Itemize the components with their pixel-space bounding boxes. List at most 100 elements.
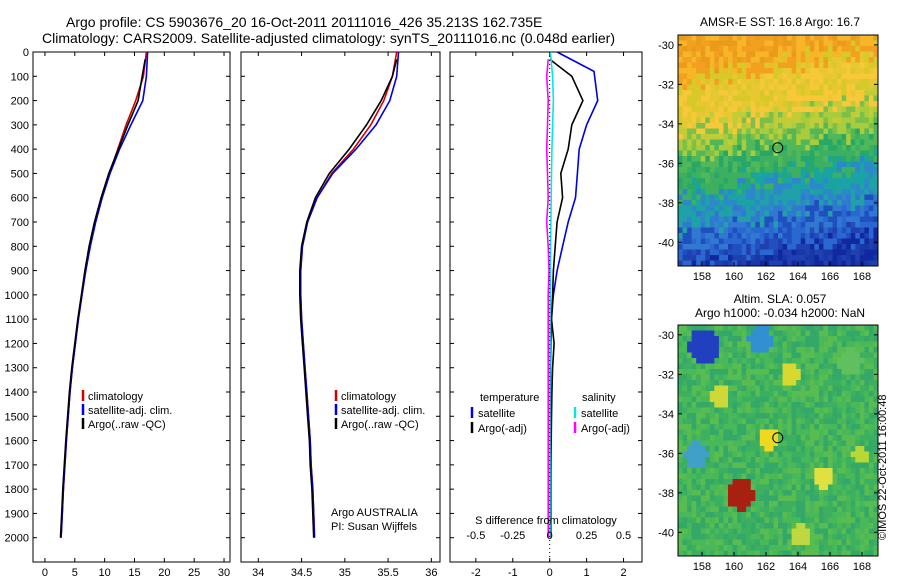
sla-map-cell <box>859 391 865 397</box>
sst-map-cell <box>709 46 715 52</box>
sst-map-cell <box>796 35 802 41</box>
sla-map-cell <box>764 347 770 353</box>
sst-map-cell <box>787 46 793 52</box>
sla-map-cell <box>768 517 774 524</box>
sla-map-cell <box>728 523 733 529</box>
sla-map-cell <box>768 484 774 491</box>
sla-map-cell <box>855 545 861 551</box>
sla-map-cell <box>796 528 802 535</box>
sla-map-cell <box>873 374 879 381</box>
sla-map-cell <box>691 396 697 403</box>
sst-map-cell <box>718 145 724 151</box>
sst-map-cell <box>846 189 852 195</box>
sla-map-cell <box>868 380 874 386</box>
sst-map-cell <box>841 211 847 217</box>
sst-map-cell <box>746 233 752 239</box>
sst-map-cell <box>809 68 815 74</box>
sla-map-cell <box>678 457 683 463</box>
sst-map-cell <box>855 95 861 102</box>
sla-map-cell <box>737 550 743 557</box>
sla-map-cell <box>855 457 861 463</box>
sla-map-cell <box>755 330 761 337</box>
sst-map-cell <box>728 150 733 157</box>
sla-map-cell <box>773 435 779 441</box>
sst-map-cell <box>768 216 774 223</box>
sst-map-cell <box>723 35 729 41</box>
sla-map-cell <box>718 501 724 507</box>
sla-map-cell <box>823 402 829 408</box>
sla-map-cell <box>787 352 793 359</box>
differences-series-line <box>549 51 599 538</box>
sla-map-cell <box>828 440 833 447</box>
sst-map-cell <box>823 57 829 63</box>
sst-map-cell <box>709 150 715 157</box>
sla-map-cell <box>864 363 870 370</box>
sla-map-cell <box>728 468 733 474</box>
sst-map-cell <box>755 134 761 140</box>
sst-map-cell <box>846 238 852 245</box>
sst-map-cell <box>778 73 783 80</box>
sla-map-cell <box>687 473 693 480</box>
sst-map-cell <box>832 189 838 195</box>
sst-map-cell <box>728 178 733 184</box>
sst-map-cell <box>809 167 815 173</box>
sla-map-cell <box>773 462 779 469</box>
sla-map-cell <box>759 413 765 419</box>
sla-map-cell <box>718 424 724 430</box>
sla-map-cell <box>823 369 829 375</box>
sla-map-cell <box>782 374 788 381</box>
sla-map-cell <box>723 468 729 474</box>
sla-map-cell <box>750 490 756 496</box>
sst-map-cell <box>859 139 865 146</box>
sla-map-cell <box>791 506 797 513</box>
sst-map-cell <box>768 106 774 113</box>
sst-map-cell <box>691 40 697 47</box>
sla-map-cell <box>791 341 797 348</box>
sst-map-cell <box>696 249 702 256</box>
sst-map-cell <box>741 145 747 151</box>
sla-map-cell <box>764 528 770 535</box>
sst-map-cell <box>841 167 847 173</box>
sla-map-cell <box>864 451 870 458</box>
sst-map-cell <box>796 68 802 74</box>
sst-map-cell <box>728 112 733 118</box>
sla-map-cell <box>787 407 793 414</box>
sla-map-cell <box>796 462 802 469</box>
sst-map-cell <box>696 167 702 173</box>
sla-map-cell <box>750 534 756 540</box>
sla-map-cell <box>755 325 761 331</box>
sla-map-cell <box>759 358 765 364</box>
sla-map-cell <box>859 325 865 331</box>
sst-map-cell <box>700 106 706 113</box>
sst-map-cell <box>787 183 793 190</box>
sst-map-cell <box>800 211 806 217</box>
sla-map-cell <box>850 495 856 502</box>
sla-map-cell <box>791 473 797 480</box>
sla-map-cell <box>718 429 724 436</box>
sla-map-cell <box>841 462 847 469</box>
sst-map-cell <box>768 145 774 151</box>
sst-map-cell <box>737 112 743 118</box>
sla-map-cell <box>778 336 783 342</box>
sla-map-cell <box>855 429 861 436</box>
sst-map-cell <box>796 255 802 261</box>
sst-map-cell <box>723 260 729 267</box>
sst-map-cell <box>814 84 820 91</box>
sla-map-x-tick-label: 162 <box>757 561 775 573</box>
sst-map-cell <box>750 227 756 234</box>
sst-map-cell <box>791 150 797 157</box>
sst-map-cell <box>696 112 702 118</box>
sst-map-cell <box>678 145 683 151</box>
sst-map-cell <box>728 46 733 52</box>
sst-map-cell <box>700 194 706 201</box>
salinity-series-line <box>299 51 400 538</box>
sst-map-cell <box>832 112 838 118</box>
temperature-x-tick-label: 0 <box>42 567 48 579</box>
sla-map-cell <box>723 462 729 469</box>
sst-map-cell <box>755 238 761 245</box>
sla-map-cell <box>773 451 779 458</box>
sst-map-argo-marker <box>772 142 784 154</box>
sla-map-cell <box>841 413 847 419</box>
sla-map-cell <box>864 523 870 529</box>
sst-map-cell <box>841 194 847 201</box>
